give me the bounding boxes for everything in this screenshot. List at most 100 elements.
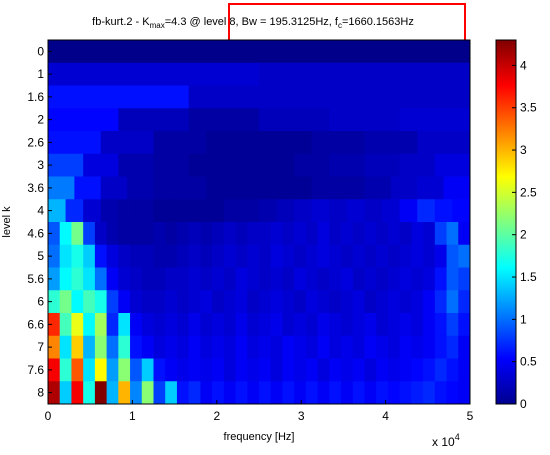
heatmap-cell xyxy=(294,358,307,382)
y-tick-label: 6 xyxy=(37,295,44,309)
heatmap-cell xyxy=(141,381,154,405)
heatmap-cell xyxy=(235,244,248,268)
heatmap-cell xyxy=(83,358,96,382)
heatmap-cell xyxy=(130,267,143,291)
heatmap-cell xyxy=(399,313,412,337)
heatmap-cell xyxy=(223,290,237,314)
heatmap-cell xyxy=(176,290,190,314)
heatmap-cell xyxy=(100,199,119,223)
y-tick-label: 6.6 xyxy=(27,317,44,331)
heatmap-cell xyxy=(176,267,190,291)
heatmap-cell xyxy=(387,381,401,405)
heatmap-cell xyxy=(446,290,459,314)
heatmap-cell xyxy=(270,244,283,268)
heatmap-cell xyxy=(341,335,354,359)
heatmap-cell xyxy=(364,153,401,177)
heatmap-cell xyxy=(100,176,128,200)
heatmap-cell xyxy=(434,153,471,177)
heatmap-cell xyxy=(317,358,330,382)
heatmap-cell xyxy=(282,381,295,405)
heatmap-cell xyxy=(212,335,225,359)
y-tick-label: 8 xyxy=(37,386,44,400)
heatmap-cell xyxy=(376,335,389,359)
heatmap-cell xyxy=(59,313,72,337)
heatmap-cell xyxy=(329,381,342,405)
heatmap-cell xyxy=(399,267,412,291)
heatmap-cell xyxy=(48,381,61,405)
heatmap-cell xyxy=(352,358,365,382)
heatmap-cell xyxy=(247,290,260,314)
heatmap-cell xyxy=(200,244,213,268)
heatmap-cell xyxy=(270,335,283,359)
heatmap-cell xyxy=(65,199,84,223)
colorbar xyxy=(495,39,517,405)
heatmap-cell xyxy=(423,381,436,405)
heatmap-cell xyxy=(212,290,225,314)
heatmap-cell xyxy=(305,358,319,382)
heatmap-cell xyxy=(141,244,154,268)
y-tick-label: 0 xyxy=(37,44,44,58)
heatmap-cell xyxy=(83,222,96,246)
heatmap xyxy=(48,40,471,405)
heatmap-cell xyxy=(241,199,260,223)
heatmap-cell xyxy=(100,131,154,155)
heatmap-cell xyxy=(74,176,102,200)
heatmap-cell xyxy=(48,290,61,314)
heatmap-cell xyxy=(106,222,119,246)
heatmap-cell xyxy=(259,222,272,246)
heatmap-cell xyxy=(188,108,260,132)
heatmap-cell xyxy=(305,381,319,405)
heatmap-cell xyxy=(94,244,108,268)
heatmap-cell xyxy=(282,335,295,359)
heatmap-cell xyxy=(71,313,84,337)
heatmap-cell xyxy=(270,290,283,314)
heatmap-cell xyxy=(294,313,307,337)
heatmap-cell xyxy=(434,222,448,246)
colorbar-tick-label: 0 xyxy=(520,397,527,411)
heatmap-cell xyxy=(235,313,248,337)
heatmap-cell xyxy=(235,290,248,314)
heatmap-cell xyxy=(259,153,295,177)
heatmap-cell xyxy=(399,244,412,268)
heatmap-cell xyxy=(446,222,459,246)
heatmap-cell xyxy=(387,358,401,382)
heatmap-cell xyxy=(364,199,383,223)
y-tick-label: 7 xyxy=(37,340,44,354)
heatmap-cell xyxy=(352,290,365,314)
x-tick-label: 3 xyxy=(298,409,305,423)
heatmap-cell xyxy=(48,222,61,246)
heatmap-cell xyxy=(212,313,225,337)
heatmap-cell xyxy=(387,313,401,337)
heatmap-cell xyxy=(153,381,166,405)
y-tick-label: 3 xyxy=(37,158,44,172)
heatmap-cell xyxy=(118,108,190,132)
y-tick-label: 4.6 xyxy=(27,226,44,240)
heatmap-cell xyxy=(141,335,154,359)
heatmap-cell xyxy=(458,358,471,382)
heatmap-cell xyxy=(294,199,313,223)
heatmap-cell xyxy=(364,176,392,200)
heatmap-cell xyxy=(200,222,213,246)
heatmap-cell xyxy=(423,222,436,246)
heatmap-cell xyxy=(259,244,272,268)
heatmap-cell xyxy=(294,267,307,291)
heatmap-cell xyxy=(153,313,166,337)
heatmap-cell xyxy=(235,381,248,405)
heatmap-cell xyxy=(165,290,178,314)
heatmap-cell xyxy=(188,335,201,359)
heatmap-cell xyxy=(106,335,119,359)
heatmap-cell xyxy=(294,290,307,314)
colorbar-tick-label: 2.5 xyxy=(520,185,537,199)
heatmap-cell xyxy=(446,313,459,337)
heatmap-cell xyxy=(59,290,72,314)
plot-frame xyxy=(47,39,471,405)
heatmap-cell xyxy=(118,358,131,382)
heatmap-cell xyxy=(329,335,342,359)
heatmap-cell xyxy=(352,267,365,291)
heatmap-cell xyxy=(282,358,295,382)
y-axis-label: level k xyxy=(1,206,13,238)
heatmap-cell xyxy=(376,222,389,246)
heatmap-cell xyxy=(364,267,377,291)
heatmap-cell xyxy=(376,358,389,382)
heatmap-cell xyxy=(153,267,166,291)
